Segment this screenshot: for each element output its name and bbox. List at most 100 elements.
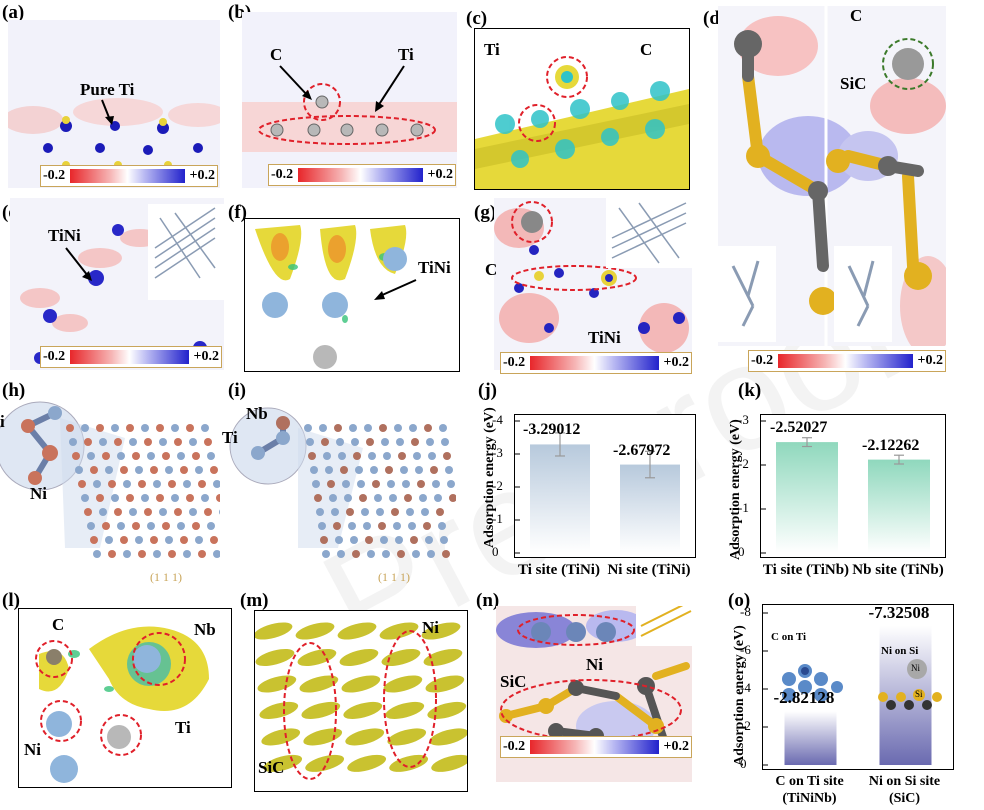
lattice-atom [323,452,331,460]
lattice-atom [344,494,352,502]
charge-stripe [379,622,419,640]
lattice-atom [159,508,167,516]
panel-d-map [718,6,946,346]
lattice-atom [406,508,414,516]
lattice-atom [216,494,220,502]
panel-h-plane: (1 1 1) [150,570,182,584]
lattice-atom [177,522,185,530]
panel-g-c-label: C [485,260,498,279]
panel-m-map [254,610,468,792]
panel-tag-c: (c) [466,8,488,29]
y-tick-label: 0 [740,756,747,771]
x-category-label: Ti site (TiNb) [762,562,850,578]
panel-i-ti-label: Ti [222,428,238,447]
panel-i-nb-label: Nb [246,404,268,423]
lattice-atom [361,508,369,516]
lattice-atom [338,452,346,460]
lattice-atom [126,494,134,502]
panel-b-scale: -0.2 +0.2 [268,164,456,186]
panel-h-ni-label: Ni [30,484,47,503]
scale-max: +0.2 [189,168,215,183]
lattice-atom [153,550,161,558]
lattice-atom [144,438,152,446]
y-tick-label: -6 [740,642,751,657]
lattice-atom [198,550,206,558]
lattice-atom [411,438,419,446]
scale-max: +0.2 [663,739,689,754]
x-category-label: C on Ti site [775,774,844,789]
x-category-label: Ti site (TiNi) [518,562,600,578]
lattice-atom [90,536,98,544]
panel-tag-j: (j) [478,380,497,401]
lattice-atom [183,550,191,558]
panel-g-tini-label: TiNi [588,328,621,347]
charge-stripe [383,675,423,693]
panel-l-c-label: C [52,615,65,634]
lattice-atom [93,550,101,558]
lattice-atom [174,508,182,516]
lattice-atom [192,452,200,460]
lattice-atom [123,480,131,488]
lattice-atom [186,494,194,502]
lattice-atom [359,494,367,502]
lattice-atom [428,452,436,460]
lattice-atom [132,452,140,460]
chart-k-ylabel: Adsorption energy (eV) [728,419,743,560]
lattice-atom [144,508,152,516]
charge-stripe [429,728,467,746]
charge-stripe [299,675,339,693]
lattice-atom [434,494,442,502]
x-category-label: (TiNiNb) [782,791,837,806]
lattice-atom [129,508,137,516]
scale-min: -0.2 [503,739,526,754]
lattice-atom [156,424,164,432]
lattice-atom [353,452,361,460]
charge-stripe [387,728,427,746]
charge-stripe [421,622,461,640]
lattice-atom [108,550,116,558]
lattice-atom [186,424,194,432]
charge-stripe [337,622,377,640]
charge-stripe [431,754,467,772]
charge-stripe [385,701,425,719]
panel-c-ti-label: Ti [484,40,500,59]
lattice-atom [114,508,122,516]
lattice-atom [207,452,215,460]
lattice-atom [387,480,395,488]
lattice-atom [395,536,403,544]
y-tick-label: 0 [738,544,745,559]
lattice-atom [319,424,327,432]
panel-c-map [474,28,690,190]
y-tick-label: -3 [492,445,503,460]
lattice-atom [72,452,80,460]
lattice-atom [108,480,116,488]
lattice-atom [391,508,399,516]
bar-value-label: -2.52027 [770,419,828,437]
panel-a-arrow [101,99,114,125]
lattice-atom [370,466,378,474]
lattice-atom [81,494,89,502]
lattice-atom [117,522,125,530]
charge-stripe [297,648,337,666]
panel-n-sic-label: SiC [500,672,527,691]
panel-l-ni-label: Ni [24,740,41,759]
lattice-atom [99,438,107,446]
lattice-atom [99,508,107,516]
scale-min: -0.2 [43,168,66,183]
lattice-atom [427,550,435,558]
scale-min: -0.2 [43,349,66,364]
panel-tag-k: (k) [738,380,762,401]
lattice-atom [318,522,326,530]
lattice-atom [421,508,429,516]
lattice-atom [147,452,155,460]
lattice-atom [219,509,220,515]
lattice-atom [376,508,384,516]
panel-tag-l: (l) [2,590,20,611]
lattice-atom [150,536,158,544]
y-tick-label: -4 [740,680,751,695]
lattice-atom [394,424,402,432]
panel-g-map [494,198,692,370]
lattice-atom [363,522,371,530]
lattice-atom [381,438,389,446]
charge-stripe [389,754,429,772]
